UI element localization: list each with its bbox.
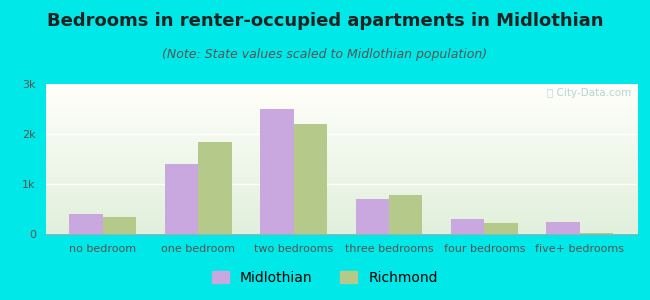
Text: (Note: State values scaled to Midlothian population): (Note: State values scaled to Midlothian… — [162, 47, 488, 61]
Bar — [580, 232, 613, 234]
Bar — [389, 195, 422, 234]
Bar — [70, 214, 103, 234]
Bar — [484, 223, 518, 234]
Legend: Midlothian, Richmond: Midlothian, Richmond — [207, 265, 443, 290]
Bar — [294, 124, 327, 234]
Bar — [260, 109, 294, 234]
Text: ⓘ City-Data.com: ⓘ City-Data.com — [547, 88, 631, 98]
Bar — [164, 164, 198, 234]
Bar — [356, 199, 389, 234]
Bar — [198, 142, 231, 234]
Bar — [451, 219, 484, 234]
Bar — [103, 217, 136, 234]
Bar — [547, 221, 580, 234]
Text: Bedrooms in renter-occupied apartments in Midlothian: Bedrooms in renter-occupied apartments i… — [47, 12, 603, 30]
